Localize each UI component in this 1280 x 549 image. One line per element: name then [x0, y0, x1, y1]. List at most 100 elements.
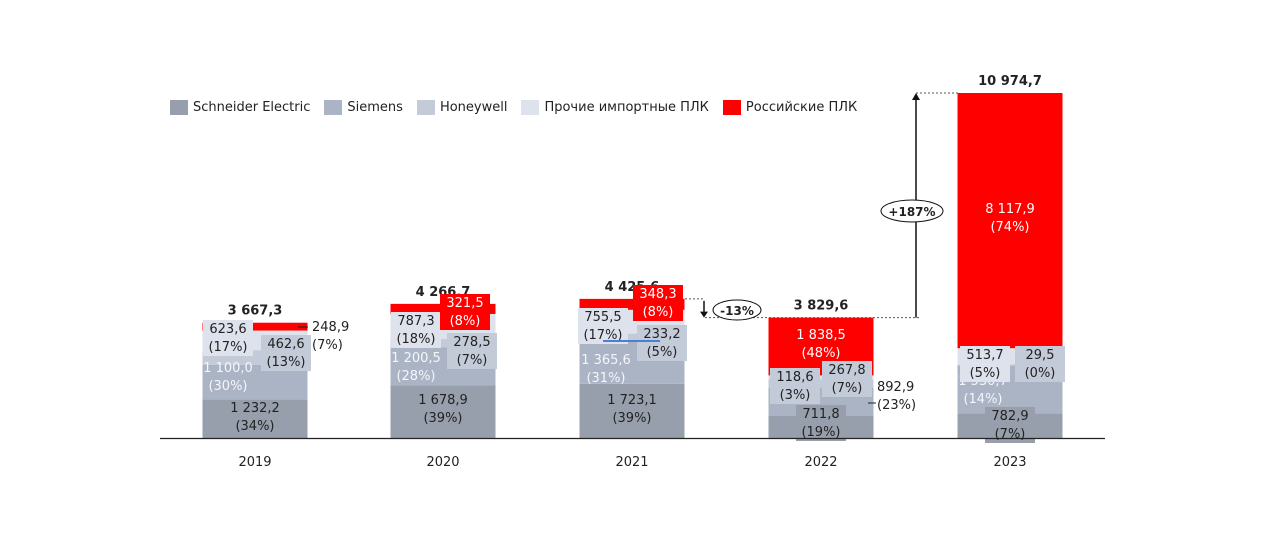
label-bg: [633, 285, 683, 321]
value-label: 1 232,2: [230, 401, 280, 416]
label-bg: [796, 405, 846, 441]
pct-label: (3%): [780, 388, 811, 403]
bar-segment-2021-4: [579, 298, 685, 310]
value-label: 892,9: [877, 380, 914, 395]
change-badge: [880, 199, 944, 223]
label-bg: [203, 320, 253, 356]
pct-label: (19%): [801, 425, 840, 440]
bar-segment-2020-2: [390, 338, 496, 348]
pct-label: (39%): [612, 411, 651, 426]
bar-segment-2021-0: [579, 383, 685, 438]
legend-swatch: [324, 100, 343, 115]
value-label: 623,6: [209, 322, 246, 337]
pct-label: (18%): [396, 332, 435, 347]
value-label: 1 838,5: [796, 328, 846, 343]
label-bg: [770, 368, 820, 404]
value-label: 1 678,9: [418, 393, 468, 408]
x-tick-label-2023: 2023: [993, 455, 1026, 470]
bar-segment-2022-3: [768, 375, 874, 380]
legend-item-siemens: Siemens: [324, 100, 403, 115]
x-tick-label-2019: 2019: [238, 455, 271, 470]
total-label-2023: 10 974,7: [978, 74, 1042, 89]
value-label: 233,2: [643, 327, 680, 342]
value-label: 118,6: [776, 370, 813, 385]
legend: Schneider Electric Siemens Honeywell Про…: [170, 100, 857, 115]
legend-item-russian: Российские ПЛК: [722, 100, 858, 115]
pct-label: (74%): [990, 220, 1029, 235]
total-label-2019: 3 667,3: [228, 304, 283, 319]
legend-item-schneider: Schneider Electric: [170, 100, 310, 115]
value-label: 462,6: [267, 337, 304, 352]
value-label: 1 200,5: [391, 351, 441, 366]
pct-label: (7%): [995, 427, 1026, 442]
label-bg: [440, 294, 490, 330]
label-bg: [960, 346, 1010, 382]
pct-label: (14%): [963, 392, 1002, 407]
legend-swatch: [416, 100, 435, 115]
x-tick-label-2022: 2022: [804, 455, 837, 470]
bar-segment-2019-0: [202, 399, 308, 438]
value-label: 321,5: [446, 296, 483, 311]
legend-label: Schneider Electric: [193, 100, 311, 115]
value-label: 278,5: [453, 335, 490, 350]
legend-label: Siemens: [347, 100, 403, 115]
legend-label: Honeywell: [439, 100, 508, 115]
pct-label: (28%): [396, 369, 435, 384]
bar-segment-2022-2: [768, 379, 874, 388]
pct-label: (7%): [312, 338, 343, 353]
label-bg: [578, 308, 628, 344]
label-bg: [391, 312, 441, 348]
value-label: 267,8: [828, 363, 865, 378]
arrow-down-icon: [700, 311, 708, 318]
label-bg: [447, 333, 497, 369]
total-label-2022: 3 829,6: [794, 299, 849, 314]
legend-label: Российские ПЛК: [745, 100, 858, 115]
bar-segment-2023-4: [957, 93, 1063, 349]
annotation-label: +187%: [888, 205, 935, 219]
pct-label: (30%): [208, 379, 247, 394]
bar-segment-2020-0: [390, 385, 496, 438]
pct-label: (8%): [643, 305, 674, 320]
x-tick-label-2020: 2020: [426, 455, 459, 470]
value-label: 1 100,0: [203, 361, 253, 376]
label-bg: [261, 335, 311, 371]
pct-label: (17%): [208, 340, 247, 355]
value-label: 29,5: [1026, 348, 1055, 363]
pct-label: (5%): [970, 366, 1001, 381]
legend-swatch: [521, 100, 540, 115]
value-label: 782,9: [991, 409, 1028, 424]
pct-label: (13%): [266, 355, 305, 370]
pct-label: (48%): [801, 346, 840, 361]
change-badge: [712, 299, 762, 321]
value-label: 348,3: [639, 287, 676, 302]
value-label: 8 117,9: [985, 202, 1035, 217]
label-bg: [822, 361, 872, 397]
value-label: 787,3: [397, 314, 434, 329]
pct-label: (7%): [832, 381, 863, 396]
pct-label: (31%): [586, 371, 625, 386]
label-bg: [985, 407, 1035, 443]
legend-swatch: [170, 100, 188, 115]
pct-label: (5%): [647, 345, 678, 360]
pct-label: (17%): [583, 328, 622, 343]
arrow-up-icon: [912, 93, 920, 100]
legend-item-honeywell: Honeywell: [416, 100, 508, 115]
value-label: 755,5: [584, 310, 621, 325]
pct-label: (23%): [877, 398, 916, 413]
x-tick-label-2021: 2021: [615, 455, 648, 470]
bar-segment-2021-2: [579, 333, 685, 341]
value-label: 248,9: [312, 320, 349, 335]
pct-label: (0%): [1025, 366, 1056, 381]
label-bg: [1015, 346, 1065, 382]
value-label: 1 723,1: [607, 393, 657, 408]
value-label: 513,7: [966, 348, 1003, 363]
value-label: 711,8: [802, 407, 839, 422]
label-bg: [637, 325, 687, 361]
legend-item-other-imported: Прочие импортные ПЛК: [521, 100, 709, 115]
value-label: 1 365,6: [581, 353, 631, 368]
annotation-label: -13%: [720, 304, 754, 318]
bar-segment-2019-4: [202, 322, 308, 331]
legend-label: Прочие импортные ПЛК: [544, 100, 709, 115]
pct-label: (7%): [457, 353, 488, 368]
